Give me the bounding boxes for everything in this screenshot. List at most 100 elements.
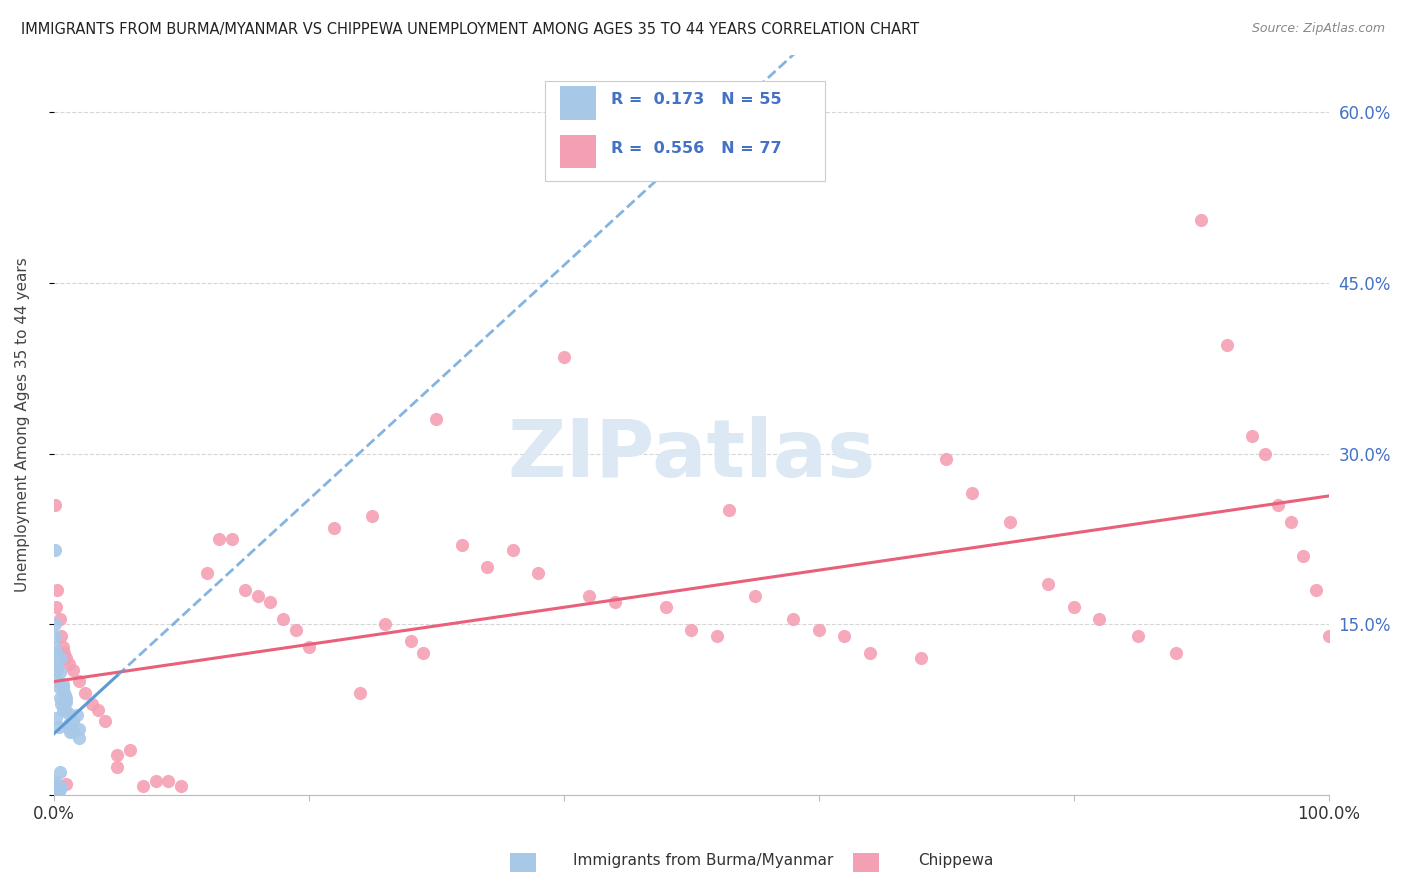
Point: [48, 720, 70, 734]
Point: [44, 784, 66, 798]
Point: [56, 706, 79, 720]
Point: [44, 779, 66, 793]
Point: [87, 703, 110, 717]
Point: [425, 412, 447, 426]
Point: [67, 674, 90, 689]
Point: [233, 583, 256, 598]
Point: [1254, 446, 1277, 460]
Point: [1189, 213, 1212, 227]
Point: [51, 780, 73, 794]
Point: [654, 600, 676, 615]
Text: Source: ZipAtlas.com: Source: ZipAtlas.com: [1251, 22, 1385, 36]
Point: [52, 685, 75, 699]
Point: [46, 783, 69, 797]
Point: [55, 695, 77, 709]
Point: [1241, 429, 1264, 443]
Point: [52, 646, 75, 660]
Point: [120, 742, 142, 756]
Point: [718, 503, 741, 517]
Point: [46, 663, 69, 677]
Point: [807, 623, 830, 637]
Point: [298, 640, 321, 654]
Point: [51, 651, 73, 665]
Point: [681, 623, 703, 637]
Point: [361, 509, 384, 524]
Point: [1088, 612, 1111, 626]
Point: [46, 784, 69, 798]
Point: [45, 781, 67, 796]
Point: [1305, 583, 1327, 598]
Point: [46, 657, 69, 672]
Point: [1164, 646, 1187, 660]
Text: ZIPatlas: ZIPatlas: [508, 416, 876, 493]
Point: [399, 634, 422, 648]
Point: [48, 779, 70, 793]
Point: [259, 594, 281, 608]
Point: [45, 782, 67, 797]
Point: [53, 688, 76, 702]
Point: [132, 779, 155, 793]
Y-axis label: Unemployment Among Ages 35 to 44 years: Unemployment Among Ages 35 to 44 years: [15, 258, 30, 592]
Point: [46, 782, 69, 797]
Point: [55, 651, 77, 665]
Text: IMMIGRANTS FROM BURMA/MYANMAR VS CHIPPEWA UNEMPLOYMENT AMONG AGES 35 TO 44 YEARS: IMMIGRANTS FROM BURMA/MYANMAR VS CHIPPEW…: [21, 22, 920, 37]
Point: [80, 697, 103, 711]
Point: [44, 498, 66, 512]
Point: [1038, 577, 1060, 591]
Point: [55, 777, 77, 791]
Point: [49, 612, 72, 626]
Point: [51, 676, 73, 690]
Point: [157, 774, 180, 789]
Point: [44, 774, 66, 789]
Point: [49, 782, 72, 797]
Point: [52, 699, 75, 714]
Point: [44, 617, 66, 632]
Point: [51, 697, 73, 711]
Point: [45, 784, 67, 798]
Point: [44, 783, 66, 797]
Point: [49, 691, 72, 706]
Text: Immigrants from Burma/Myanmar: Immigrants from Burma/Myanmar: [572, 854, 834, 868]
Point: [374, 617, 396, 632]
Point: [48, 781, 70, 796]
Point: [475, 560, 498, 574]
Point: [553, 350, 575, 364]
FancyBboxPatch shape: [560, 135, 596, 169]
Point: [271, 612, 294, 626]
Point: [46, 583, 69, 598]
Point: [51, 680, 73, 694]
Point: [1216, 338, 1239, 352]
Point: [1267, 498, 1289, 512]
Point: [1317, 629, 1340, 643]
Point: [706, 629, 728, 643]
Text: R =  0.173   N = 55: R = 0.173 N = 55: [610, 92, 782, 107]
Point: [59, 725, 82, 739]
Point: [62, 714, 84, 728]
Point: [246, 589, 269, 603]
Point: [998, 515, 1021, 529]
Point: [284, 623, 307, 637]
Point: [45, 780, 67, 794]
Point: [349, 685, 371, 699]
Point: [44, 781, 66, 796]
Text: Chippewa: Chippewa: [918, 854, 994, 868]
FancyBboxPatch shape: [560, 87, 596, 120]
Point: [44, 782, 66, 797]
Point: [859, 646, 882, 660]
Point: [58, 720, 80, 734]
Point: [48, 783, 70, 797]
Point: [412, 646, 434, 660]
Point: [221, 532, 243, 546]
Point: [62, 663, 84, 677]
Point: [44, 777, 66, 791]
Point: [1063, 600, 1085, 615]
Point: [450, 538, 472, 552]
Point: [49, 665, 72, 680]
Point: [44, 629, 66, 643]
Point: [44, 640, 66, 654]
Point: [1292, 549, 1315, 563]
Point: [105, 748, 128, 763]
Point: [45, 711, 67, 725]
Point: [58, 717, 80, 731]
Point: [782, 612, 804, 626]
